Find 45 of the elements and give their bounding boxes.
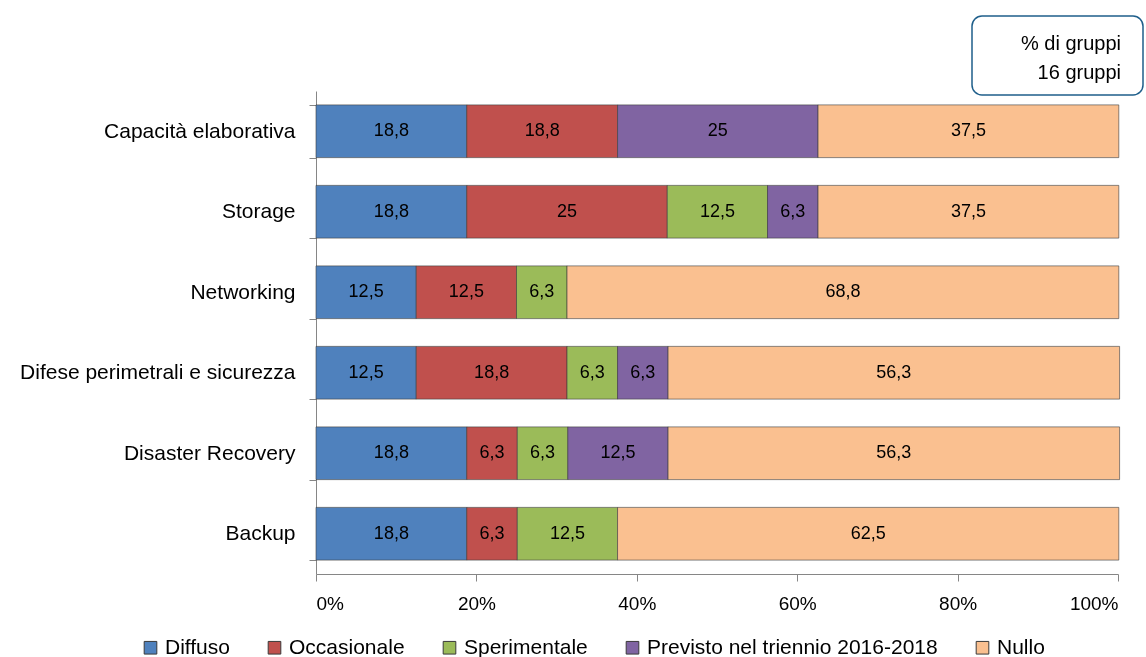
data-label: 56,3 bbox=[876, 442, 912, 463]
data-label: 6,3 bbox=[479, 442, 505, 463]
data-label: 18,8 bbox=[373, 522, 409, 543]
data-label: 18,8 bbox=[373, 442, 409, 463]
data-label: 12,5 bbox=[699, 200, 735, 221]
data-label: 18,8 bbox=[474, 361, 510, 382]
legend-label: Previsto nel triennio 2016-2018 bbox=[647, 634, 938, 657]
data-label: 18,8 bbox=[373, 120, 409, 141]
data-label: 6,3 bbox=[479, 522, 505, 543]
data-label: 56,3 bbox=[876, 361, 912, 382]
data-label: 12,5 bbox=[549, 522, 585, 543]
text: % di gruppi bbox=[1020, 32, 1121, 54]
data-label: 6,3 bbox=[630, 361, 656, 382]
x-tick-label: 20% bbox=[457, 592, 497, 614]
y-tick-label: Disaster Recovery bbox=[123, 440, 296, 464]
data-label: 6,3 bbox=[579, 361, 605, 382]
data-label: 6,3 bbox=[530, 442, 556, 463]
x-tick-label: 40% bbox=[618, 592, 657, 614]
x-tick-label: 60% bbox=[778, 592, 817, 614]
y-tick-label: Difese perimetrali e sicurezza bbox=[20, 360, 296, 384]
data-label: 12,5 bbox=[600, 442, 636, 463]
legend-label: Occasionale bbox=[289, 634, 405, 657]
data-label: 12,5 bbox=[348, 281, 384, 302]
data-label: 68,8 bbox=[825, 281, 861, 302]
y-tick-label: Backup bbox=[225, 521, 296, 545]
x-tick-label: 100% bbox=[1069, 592, 1119, 614]
text: 16 gruppi bbox=[1037, 61, 1121, 83]
data-label: 37,5 bbox=[950, 120, 986, 141]
y-tick-label: Storage bbox=[221, 199, 296, 223]
legend-label: Diffuso bbox=[165, 634, 230, 657]
legend-label: Nullo bbox=[997, 634, 1045, 657]
x-tick-label: 80% bbox=[939, 592, 978, 614]
data-label: 25 bbox=[557, 200, 578, 221]
data-label: 6,3 bbox=[780, 200, 806, 221]
data-label: 18,8 bbox=[524, 120, 560, 141]
y-tick-label: Capacità elaborativa bbox=[104, 118, 296, 142]
data-label: 25 bbox=[707, 120, 728, 141]
y-tick-label: Networking bbox=[190, 279, 296, 303]
x-tick-label: 0% bbox=[316, 592, 345, 614]
data-label: 18,8 bbox=[373, 200, 409, 221]
data-label: 37,5 bbox=[950, 200, 986, 221]
data-label: 6,3 bbox=[529, 281, 555, 302]
data-label: 12,5 bbox=[448, 281, 484, 302]
data-label: 12,5 bbox=[348, 361, 384, 382]
data-label: 62,5 bbox=[850, 522, 886, 543]
